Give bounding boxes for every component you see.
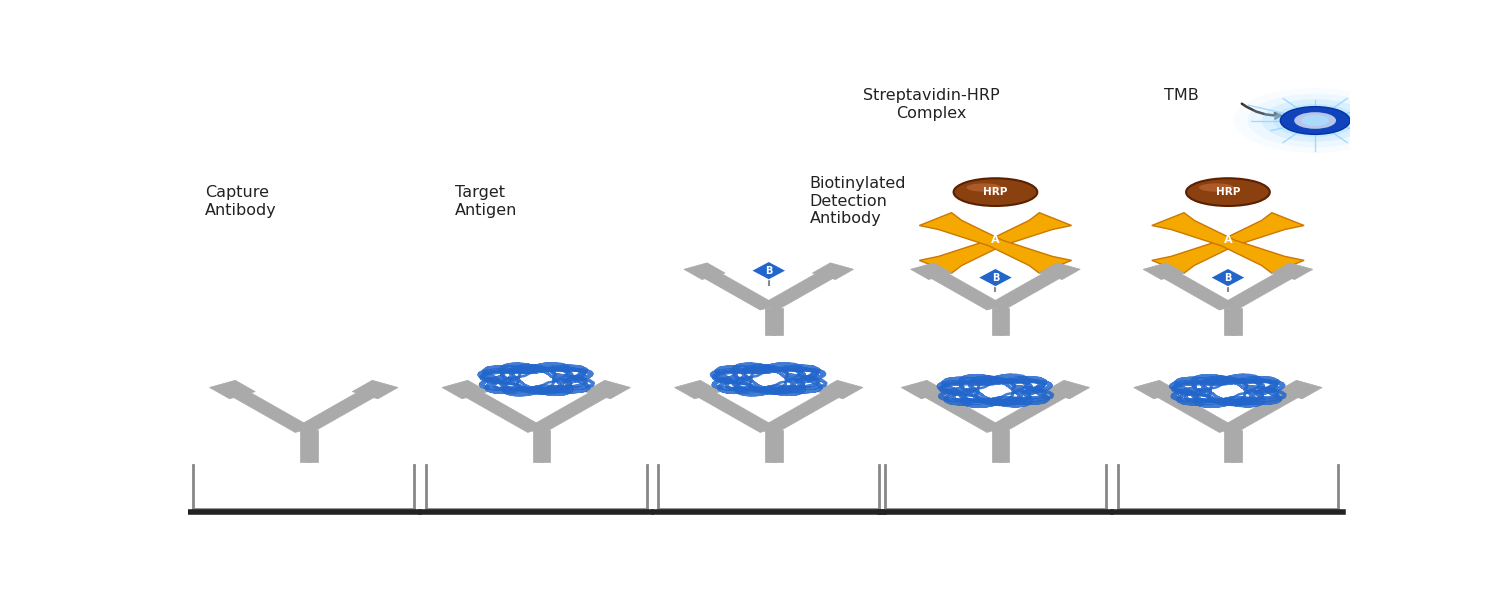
Ellipse shape [954,178,1038,206]
Bar [532,430,543,463]
Polygon shape [752,262,786,280]
Polygon shape [987,392,1068,433]
Polygon shape [1040,263,1080,280]
Polygon shape [760,392,840,433]
Circle shape [1274,104,1358,137]
Bar [765,430,776,463]
Bar [1232,430,1242,463]
Ellipse shape [1198,184,1233,191]
Text: Capture
Antibody: Capture Antibody [206,185,276,218]
Text: Target
Antigen: Target Antigen [454,185,518,218]
Polygon shape [1210,268,1245,287]
Polygon shape [930,273,1004,310]
Polygon shape [818,380,862,399]
Text: B: B [765,266,772,275]
Polygon shape [465,392,544,433]
Polygon shape [760,273,834,310]
Bar [765,308,776,335]
Polygon shape [910,263,952,280]
Polygon shape [902,380,946,399]
Bar [1224,430,1234,463]
Polygon shape [1134,380,1179,399]
Circle shape [1294,112,1336,129]
Polygon shape [210,380,255,399]
Polygon shape [1162,273,1236,310]
Text: Streptavidin-HRP
Complex: Streptavidin-HRP Complex [862,88,1000,121]
Text: B: B [1224,272,1232,283]
Text: Biotinylated
Detection
Antibody: Biotinylated Detection Antibody [810,176,906,226]
Polygon shape [442,380,488,399]
Bar [1224,308,1234,335]
Text: B: B [992,272,999,283]
Bar [992,308,1002,335]
Text: HRP: HRP [984,187,1008,197]
Polygon shape [1156,392,1236,433]
Bar [772,308,783,335]
Bar [772,430,783,463]
Polygon shape [704,273,777,310]
Circle shape [1300,115,1329,126]
Polygon shape [813,263,853,280]
Polygon shape [352,380,398,399]
Polygon shape [987,273,1060,310]
Polygon shape [675,380,720,399]
Bar [992,430,1002,463]
Polygon shape [1044,380,1089,399]
Polygon shape [528,392,608,433]
Text: TMB: TMB [1164,88,1198,103]
Polygon shape [1152,212,1304,273]
Text: A: A [1224,235,1233,245]
Bar [999,308,1010,335]
Bar [300,430,310,463]
Text: A: A [992,235,999,245]
Bar [1232,308,1242,335]
Polygon shape [296,392,375,433]
Text: HRP: HRP [1215,187,1240,197]
Polygon shape [232,392,312,433]
Polygon shape [1152,212,1304,273]
Ellipse shape [966,184,1000,191]
Polygon shape [978,268,1012,287]
Polygon shape [698,392,777,433]
Circle shape [1248,94,1383,148]
Bar [308,430,318,463]
Ellipse shape [1186,178,1270,206]
Polygon shape [1276,380,1322,399]
Polygon shape [1143,263,1185,280]
Polygon shape [920,212,1071,273]
Polygon shape [1220,273,1293,310]
Bar [540,430,550,463]
Polygon shape [1220,392,1300,433]
Polygon shape [585,380,630,399]
Polygon shape [1272,263,1312,280]
Polygon shape [920,212,1071,273]
Polygon shape [684,263,724,280]
Circle shape [1262,99,1368,142]
Circle shape [1280,107,1350,134]
Circle shape [1233,88,1397,153]
Polygon shape [924,392,1004,433]
Bar [999,430,1010,463]
